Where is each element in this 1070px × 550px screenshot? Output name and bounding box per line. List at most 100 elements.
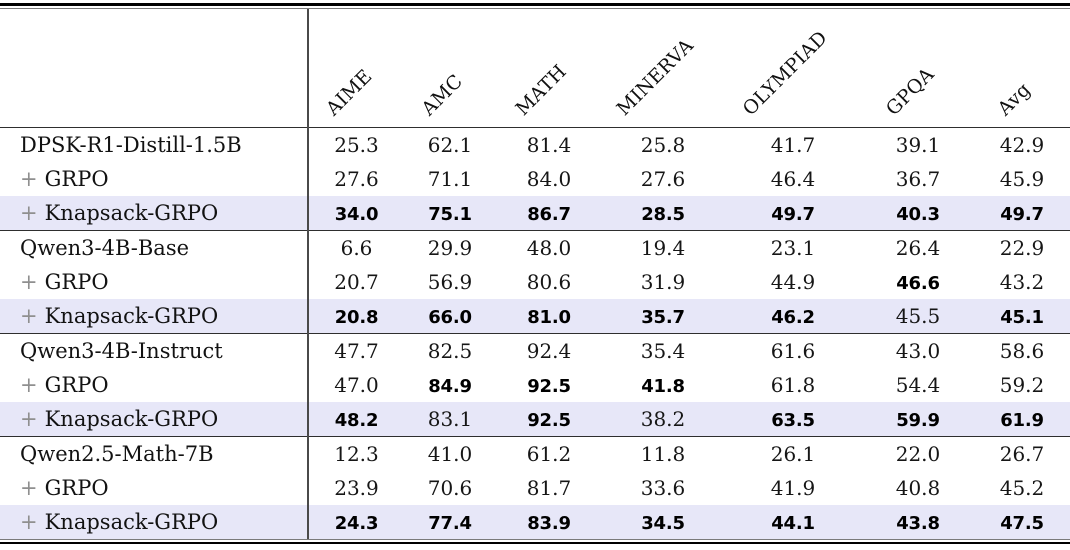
column-header-label: AIME (321, 64, 377, 120)
metric-value-amc: 41.0 (404, 435, 496, 471)
metric-value-aime: 47.7 (307, 332, 404, 368)
metric-value-text: 19.4 (640, 235, 686, 260)
metric-value-gpqa: 36.7 (862, 162, 974, 196)
metric-value-amc: 75.1 (404, 195, 496, 230)
metric-value-math: 61.2 (496, 435, 602, 471)
column-header-label: GPQA (881, 62, 939, 120)
metric-value-aime: 34.0 (307, 195, 404, 230)
header-corner-empty (0, 8, 308, 128)
metric-value-olympiad: 41.7 (724, 127, 862, 162)
metric-value-text: 35.4 (640, 338, 686, 363)
row-label-text: GRPO (44, 166, 109, 191)
metric-value-amc: 83.1 (404, 401, 496, 436)
table-header: AIME AMC MATH MINERVA OLYMPIAD GPQA Avg (0, 8, 1070, 128)
column-header-label: MINERVA (612, 34, 698, 120)
metric-value-text: 66.0 (428, 306, 472, 328)
metric-value-text: 47.5 (1000, 512, 1044, 534)
metric-value-aime: 47.0 (307, 367, 404, 402)
column-header-amc: AMC (404, 8, 496, 128)
column-header-label: Avg (993, 78, 1035, 120)
row-label: + GRPO (0, 368, 308, 402)
metric-value-text: 92.5 (527, 375, 571, 397)
metric-value-minerva: 38.2 (602, 401, 724, 436)
metric-value-gpqa: 22.0 (862, 435, 974, 471)
metric-value-avg: 49.7 (974, 195, 1070, 230)
metric-value-text: 44.9 (770, 269, 816, 294)
metric-value-olympiad: 26.1 (724, 435, 862, 471)
metric-value-text: 61.9 (1000, 409, 1044, 431)
metric-value-text: 49.7 (771, 203, 815, 225)
metric-value-text: 26.1 (770, 441, 816, 466)
metric-value-text: 26.4 (895, 235, 941, 260)
metric-value-text: 23.1 (770, 235, 816, 260)
metric-value-text: 33.6 (640, 475, 686, 500)
metric-value-gpqa: 40.3 (862, 195, 974, 230)
table-row: + Knapsack-GRPO 34.0 75.1 86.7 28.5 49.7 40.3 49… (0, 195, 1070, 230)
metric-value-text: 81.7 (526, 475, 572, 500)
metric-value-text: 41.9 (770, 475, 816, 500)
metric-value-text: 25.3 (334, 132, 379, 157)
metric-value-amc: 62.1 (404, 127, 496, 162)
metric-value-text: 83.9 (527, 512, 571, 534)
metric-value-text: 12.3 (334, 441, 379, 466)
metric-value-text: 86.7 (527, 203, 571, 225)
metric-value-text: 44.1 (771, 512, 815, 534)
metric-value-text: 6.6 (340, 235, 373, 260)
metric-value-math: 92.5 (496, 401, 602, 436)
column-header-olympiad: OLYMPIAD (724, 8, 862, 128)
metric-value-text: 56.9 (427, 269, 473, 294)
metric-value-text: 43.0 (895, 338, 941, 363)
metric-value-olympiad: 61.6 (724, 332, 862, 368)
metric-value-text: 23.9 (334, 475, 379, 500)
metric-value-minerva: 41.8 (602, 368, 724, 402)
metric-value-olympiad: 44.1 (724, 504, 862, 539)
metric-value-aime: 48.2 (307, 401, 404, 436)
metric-value-math: 84.0 (496, 162, 602, 196)
metric-value-text: 20.7 (334, 269, 379, 294)
metric-value-gpqa: 43.8 (862, 504, 974, 539)
row-label: + GRPO (0, 471, 308, 505)
metric-value-gpqa: 26.4 (862, 229, 974, 265)
metric-value-text: 29.9 (427, 235, 473, 260)
metric-value-text: 25.8 (640, 132, 686, 157)
metric-value-aime: 23.9 (307, 470, 404, 505)
plus-prefix: + (20, 200, 38, 225)
row-label-text: Qwen2.5-Math-7B (20, 441, 214, 466)
metric-value-olympiad: 41.9 (724, 471, 862, 505)
metric-value-avg: 61.9 (974, 401, 1070, 436)
row-label-text: GRPO (44, 372, 109, 397)
bottom-rule-thin (0, 538, 1070, 540)
metric-value-gpqa: 45.5 (862, 298, 974, 333)
row-label: Qwen2.5-Math-7B (0, 435, 308, 471)
metric-value-text: 35.7 (641, 306, 685, 328)
metric-value-amc: 56.9 (404, 265, 496, 299)
metric-value-text: 46.2 (771, 306, 815, 328)
metric-value-text: 46.6 (896, 272, 940, 294)
metric-value-text: 48.0 (526, 235, 572, 260)
plus-prefix: + (20, 166, 38, 191)
column-header-avg: Avg (974, 8, 1070, 128)
metric-value-avg: 26.7 (974, 435, 1070, 471)
metric-value-text: 22.9 (999, 235, 1045, 260)
metric-value-amc: 70.6 (404, 471, 496, 505)
row-label-text: DPSK-R1-Distill-1.5B (20, 132, 242, 157)
metric-value-text: 36.7 (895, 166, 941, 191)
column-header-math: MATH (496, 8, 602, 128)
row-label-text: GRPO (44, 475, 109, 500)
column-header-label: OLYMPIAD (738, 26, 832, 120)
metric-value-text: 20.8 (334, 306, 379, 328)
table-row: Qwen3-4B-Base 6.6 29.9 48.0 19.4 23.1 26.4 22.9 (0, 229, 1070, 265)
metric-value-olympiad: 23.1 (724, 229, 862, 265)
metric-value-avg: 58.6 (974, 332, 1070, 368)
metric-value-avg: 45.1 (974, 298, 1070, 333)
top-rule-thin (0, 7, 1070, 9)
row-label: + Knapsack-GRPO (0, 504, 308, 539)
metric-value-amc: 77.4 (404, 504, 496, 539)
metric-value-text: 45.1 (1000, 306, 1044, 328)
table-row: Qwen3-4B-Instruct 47.7 82.5 92.4 35.4 61.6 43.… (0, 332, 1070, 368)
table-row: + Knapsack-GRPO 48.2 83.1 92.5 38.2 63.5 59.9 61… (0, 401, 1070, 436)
metric-value-math: 81.7 (496, 471, 602, 505)
metric-value-text: 26.7 (999, 441, 1045, 466)
metric-value-math: 81.4 (496, 127, 602, 162)
